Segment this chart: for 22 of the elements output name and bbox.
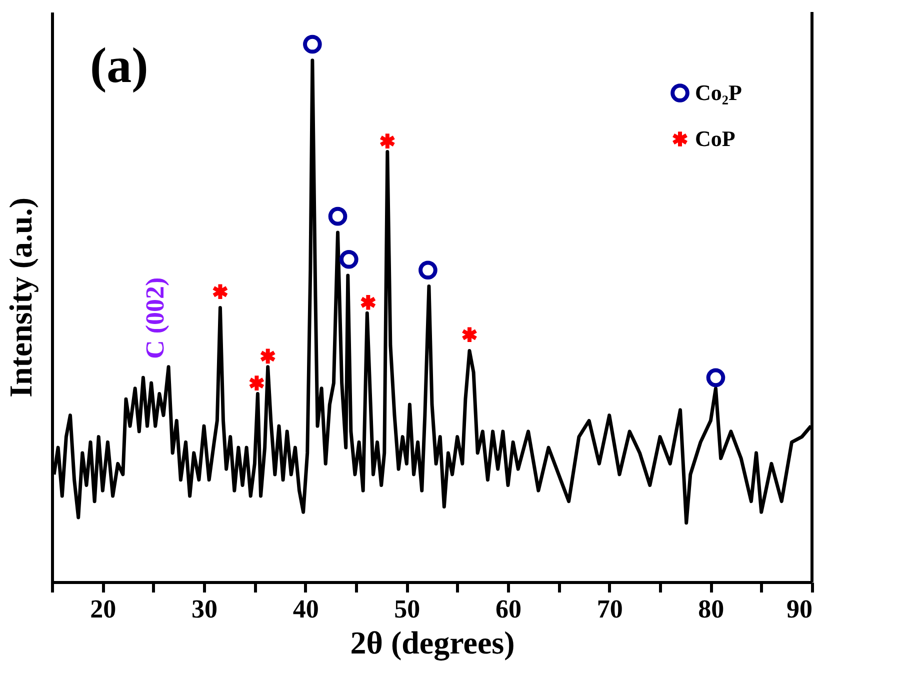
point [378, 132, 396, 150]
x-tick-label: 20 [90, 594, 116, 624]
x-tick-label: 60 [496, 594, 522, 624]
x-tick-label: 80 [698, 594, 724, 624]
x-tick-label: 90 [786, 594, 812, 624]
x-tick-label: 30 [192, 594, 218, 624]
point [248, 374, 266, 392]
x-tick-label: 40 [292, 594, 319, 624]
x-tick-label: 70 [596, 594, 623, 624]
x-tick-label: 50 [394, 594, 420, 624]
annotation: C (002) [140, 277, 170, 359]
legend-label: CoP [695, 126, 736, 151]
point [303, 34, 322, 54]
annotation: (a) [90, 37, 148, 93]
legend-label: Co₂P [695, 80, 742, 105]
point [259, 346, 276, 366]
point [418, 260, 438, 280]
point [706, 368, 726, 388]
point [339, 250, 358, 269]
y-axis-title: Intensity (a.u.) [2, 197, 38, 398]
point [328, 206, 348, 226]
x-axis-title: 2θ (degrees) [350, 624, 515, 662]
